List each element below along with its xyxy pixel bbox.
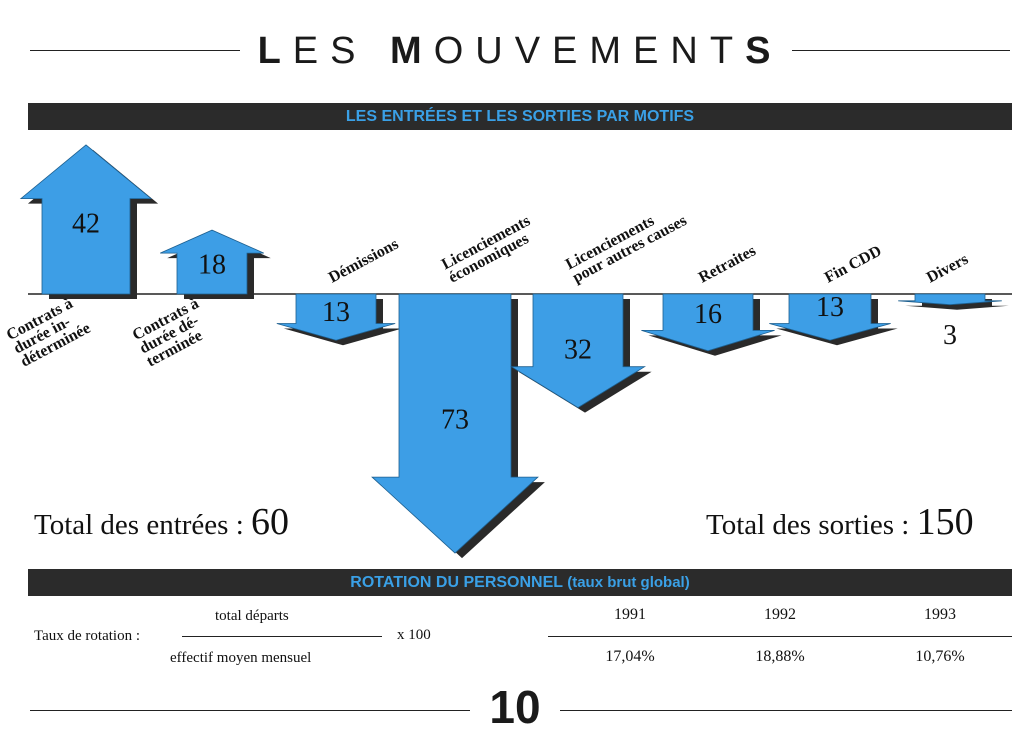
value-label-1: 42 bbox=[72, 208, 100, 239]
total-entrees-value: 60 bbox=[251, 501, 290, 543]
arrow-bar-7 bbox=[769, 293, 891, 341]
value-label-4: 73 bbox=[441, 404, 469, 435]
title-part-es: ES bbox=[292, 30, 391, 72]
title-initial-l: L bbox=[257, 30, 293, 72]
section-title-rotation: ROTATION DU PERSONNEL bbox=[350, 574, 563, 591]
title-part-ouvement: OUVEMENT bbox=[433, 30, 746, 72]
section-band-entrees-sorties: LES ENTRÉES ET LES SORTIES PAR MOTIFS bbox=[28, 103, 1012, 130]
category-label-line: Fin CDD bbox=[822, 243, 885, 287]
total-sorties: Total des sorties : 150 bbox=[706, 500, 974, 544]
arrow-bar-3 bbox=[276, 293, 396, 341]
value-labels: 42 18 13 73 32 16 13 3 bbox=[72, 208, 957, 435]
value-label-7: 13 bbox=[816, 292, 844, 323]
footer-rule-right bbox=[560, 710, 1012, 711]
value-label-2: 18 bbox=[198, 249, 226, 280]
page-number: 10 bbox=[489, 681, 541, 733]
category-label-line: Retraites bbox=[696, 242, 759, 286]
title-initial-m: M bbox=[390, 30, 434, 72]
arrow-bar-8 bbox=[898, 293, 1002, 306]
rate-1991: 17,04% bbox=[605, 648, 655, 665]
category-label-6: Retraites bbox=[696, 242, 759, 286]
value-label-3: 13 bbox=[322, 297, 350, 328]
category-label-7: Fin CDD bbox=[822, 243, 885, 287]
rate-1992: 18,88% bbox=[755, 648, 805, 665]
footer-rule-left bbox=[30, 710, 470, 711]
arrow-bar-2 bbox=[160, 229, 264, 295]
arrow-bar-6 bbox=[641, 293, 775, 352]
total-entrees: Total des entrées : 60 bbox=[34, 500, 289, 544]
year-1991: 1991 bbox=[614, 606, 646, 623]
formula-denominator: effectif moyen mensuel bbox=[170, 650, 312, 666]
category-label-line: Divers bbox=[924, 251, 971, 287]
category-label-8: Divers bbox=[924, 251, 971, 287]
total-sorties-label: Total des sorties : bbox=[706, 509, 917, 541]
arrow-bar-4 bbox=[371, 293, 539, 554]
total-sorties-value: 150 bbox=[916, 501, 974, 543]
year-1993: 1993 bbox=[924, 606, 956, 623]
value-label-6: 16 bbox=[694, 299, 722, 330]
arrow-bar-5 bbox=[509, 293, 647, 409]
formula-fraction-bar bbox=[182, 636, 382, 637]
formula-label: Taux de rotation : bbox=[34, 628, 141, 644]
value-label-5: 32 bbox=[564, 335, 592, 366]
table-rule bbox=[548, 636, 1012, 637]
section-subtitle-rotation: (taux brut global) bbox=[567, 574, 690, 591]
arrow-bar-1 bbox=[19, 144, 153, 295]
arrow-marks bbox=[19, 144, 1009, 559]
year-1992: 1992 bbox=[764, 606, 796, 623]
page-title: LES MOUVEMENTS bbox=[250, 30, 790, 73]
total-entrees-label: Total des entrées : bbox=[34, 509, 252, 541]
rate-1993: 10,76% bbox=[915, 648, 965, 665]
title-rule-right bbox=[792, 50, 1010, 51]
title-rule-left bbox=[30, 50, 240, 51]
formula-numerator: total départs bbox=[215, 608, 289, 624]
category-label-line: Démissions bbox=[326, 236, 401, 287]
section-band-rotation: ROTATION DU PERSONNEL (taux brut global) bbox=[28, 569, 1012, 596]
formula-multiplier: x 100 bbox=[397, 627, 431, 643]
category-label-3: Démissions bbox=[326, 236, 401, 287]
value-label-8: 3 bbox=[943, 320, 957, 351]
title-final-s: S bbox=[745, 30, 783, 72]
section-title-entrees-sorties: LES ENTRÉES ET LES SORTIES PAR MOTIFS bbox=[345, 108, 695, 125]
